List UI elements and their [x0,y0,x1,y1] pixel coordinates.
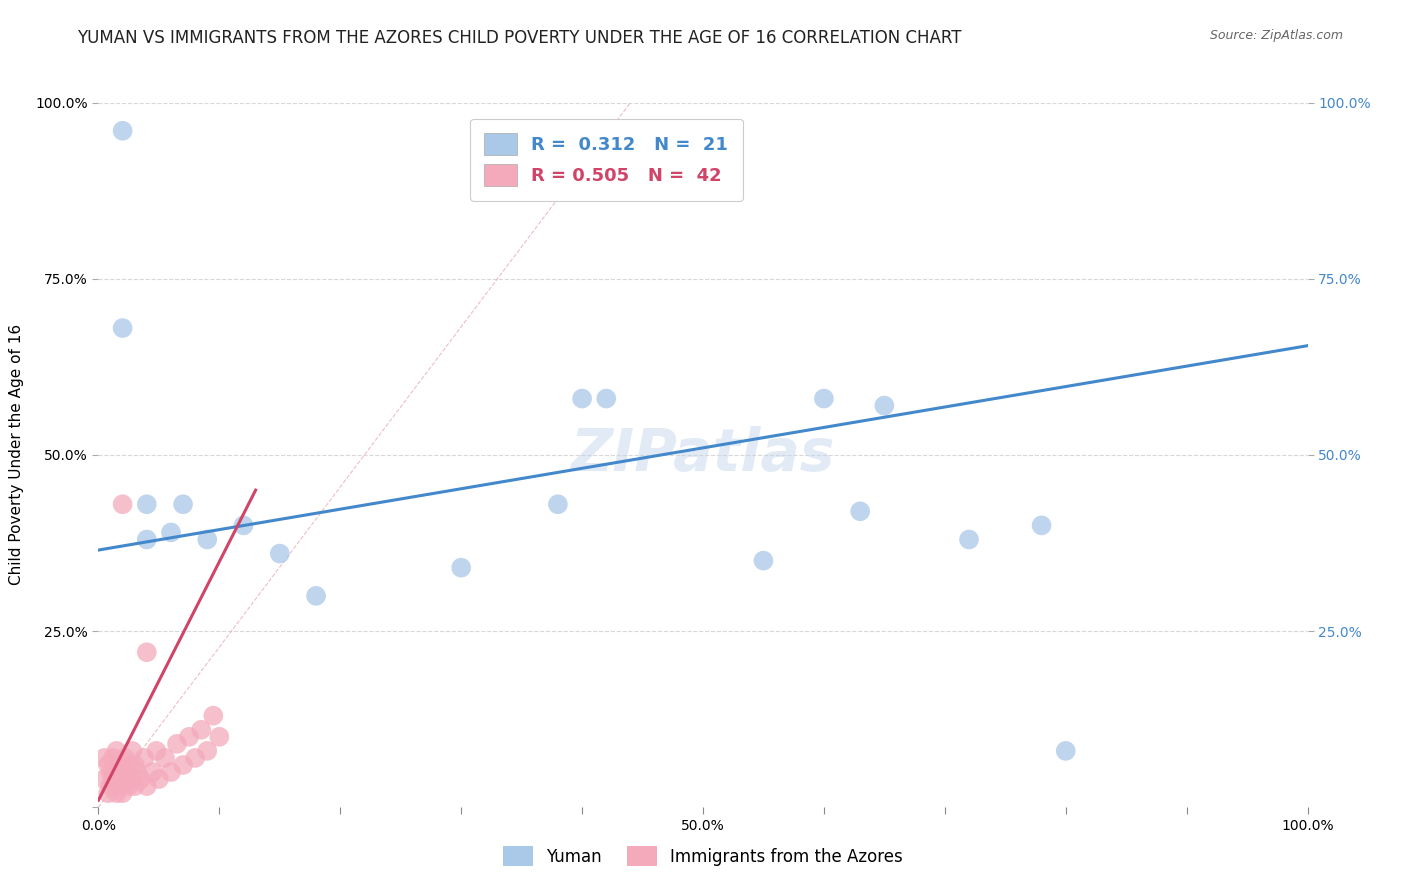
Point [124,758,146,772]
Point [957,533,980,547]
Point [124,779,146,793]
Point [547,497,569,511]
Y-axis label: Child Poverty Under the Age of 16: Child Poverty Under the Age of 16 [10,325,24,585]
Point [129,772,152,786]
Text: YUMAN VS IMMIGRANTS FROM THE AZORES CHILD POVERTY UNDER THE AGE OF 16 CORRELATIO: YUMAN VS IMMIGRANTS FROM THE AZORES CHIL… [77,29,962,46]
Point [166,737,188,751]
Point [105,744,128,758]
Point [108,779,131,793]
Point [179,730,201,744]
Point [127,765,149,780]
Point [114,772,136,786]
Point [172,758,194,772]
Point [135,779,157,793]
Point [118,779,141,793]
Point [121,772,143,786]
Point [105,765,128,780]
Point [232,518,254,533]
Text: ZIPatlas: ZIPatlas [571,426,835,483]
Point [134,751,156,765]
Point [97,786,120,800]
Point [873,399,896,413]
Point [153,751,176,765]
Point [202,708,225,723]
Point [142,765,165,780]
Point [813,392,835,406]
Point [148,772,170,786]
Point [108,758,131,772]
Point [1054,744,1077,758]
Point [450,560,472,574]
Point [160,525,183,540]
Point [849,504,872,518]
Point [135,645,157,659]
Point [111,786,134,800]
Point [184,751,207,765]
Point [101,772,124,786]
Point [93,772,115,786]
Point [195,533,218,547]
Point [208,730,231,744]
Point [97,758,120,772]
Legend: R =  0.312   N =  21, R = 0.505   N =  42: R = 0.312 N = 21, R = 0.505 N = 42 [470,119,742,201]
Point [105,786,128,800]
Point [93,751,115,765]
Point [1031,518,1053,533]
Point [111,772,134,786]
Point [595,392,617,406]
Point [172,497,194,511]
Point [752,553,775,568]
Point [114,751,136,765]
Point [160,765,183,780]
Point [135,497,157,511]
Point [135,533,157,547]
Point [571,392,593,406]
Point [190,723,212,737]
Point [305,589,328,603]
Point [111,124,134,138]
Point [111,497,134,511]
Point [100,779,122,793]
Point [118,758,141,772]
Point [101,751,124,765]
Point [145,744,167,758]
Text: Source: ZipAtlas.com: Source: ZipAtlas.com [1209,29,1343,42]
Point [269,547,291,561]
Point [111,321,134,335]
Point [195,744,218,758]
Legend: Yuman, Immigrants from the Azores: Yuman, Immigrants from the Azores [496,839,910,873]
Point [121,744,143,758]
Point [100,765,122,780]
